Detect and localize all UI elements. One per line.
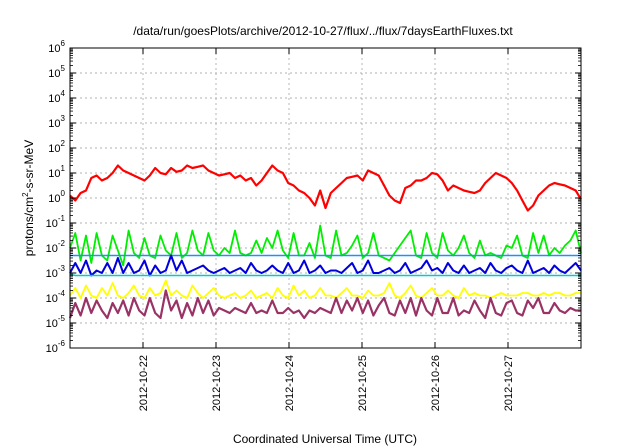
y-tick-exponent: -1 bbox=[58, 214, 66, 223]
y-tick-exponent: 0 bbox=[61, 189, 66, 198]
y-tick-label: 100 bbox=[48, 189, 65, 205]
y-tick-exponent: -3 bbox=[58, 264, 66, 273]
y-tick-base: 10 bbox=[46, 343, 58, 355]
chart-title: /data/run/goesPlots/archive/2012-10-27/f… bbox=[133, 24, 513, 38]
x-tick-label: 2012-10-22 bbox=[138, 355, 150, 411]
y-tick-label: 102 bbox=[48, 139, 65, 155]
x-tick-label: 2012-10-23 bbox=[211, 355, 223, 411]
y-tick-label: 103 bbox=[48, 114, 65, 130]
grid bbox=[70, 48, 581, 348]
y-axis-label-post: -s-sr-MeV bbox=[22, 140, 36, 193]
y-tick-label: 10-1 bbox=[46, 214, 66, 230]
series-line-5 bbox=[69, 273, 581, 277]
y-tick-exponent: 1 bbox=[61, 164, 66, 173]
y-tick-exponent: -5 bbox=[58, 314, 66, 323]
y-tick-label: 10-2 bbox=[46, 239, 66, 255]
y-tick-label: 10-3 bbox=[46, 264, 66, 280]
y-tick-label: 104 bbox=[48, 89, 65, 105]
y-tick-base: 10 bbox=[48, 193, 60, 205]
y-tick-base: 10 bbox=[48, 43, 60, 55]
x-axis-ticks: 2012-10-22 2012-10-23 2012-10-24 2012-10-25… bbox=[138, 48, 515, 411]
y-tick-label: 105 bbox=[48, 64, 65, 80]
y-tick-label: 10-4 bbox=[46, 289, 66, 305]
series-line-2 bbox=[69, 224, 582, 267]
y-tick-exponent: -6 bbox=[58, 339, 66, 348]
y-tick-exponent: -4 bbox=[58, 289, 66, 298]
y-tick-base: 10 bbox=[46, 318, 58, 330]
y-tick-exponent: 2 bbox=[61, 139, 66, 148]
y-tick-exponent: 4 bbox=[61, 89, 66, 98]
x-tick-label: 2012-10-26 bbox=[430, 355, 442, 411]
y-tick-base: 10 bbox=[46, 218, 58, 230]
y-tick-base: 10 bbox=[46, 293, 58, 305]
y-axis-label-pre: protons/cm bbox=[22, 197, 36, 256]
series-line-4 bbox=[69, 254, 582, 277]
series-line-1 bbox=[69, 164, 582, 212]
y-tick-base: 10 bbox=[46, 268, 58, 280]
y-axis-label: protons/cm2-s-sr-MeV bbox=[21, 140, 36, 256]
y-tick-base: 10 bbox=[48, 168, 60, 180]
y-tick-exponent: -2 bbox=[58, 239, 66, 248]
y-tick-base: 10 bbox=[48, 143, 60, 155]
y-tick-label: 10-5 bbox=[46, 314, 66, 330]
y-tick-label: 10-6 bbox=[46, 339, 66, 355]
y-tick-base: 10 bbox=[48, 118, 60, 130]
x-tick-label: 2012-10-27 bbox=[503, 355, 515, 411]
y-axis-ticks: 10610510410310210110010-110-210-310-410-… bbox=[46, 39, 581, 355]
y-tick-exponent: 3 bbox=[61, 114, 66, 123]
x-axis-label: Coordinated Universal Time (UTC) bbox=[233, 432, 417, 446]
x-tick-label: 2012-10-25 bbox=[357, 355, 369, 411]
y-tick-exponent: 5 bbox=[61, 64, 66, 73]
series-line-7 bbox=[68, 289, 581, 320]
y-tick-label: 106 bbox=[48, 39, 65, 55]
y-tick-base: 10 bbox=[46, 243, 58, 255]
series-line-6 bbox=[69, 279, 581, 299]
y-axis-label-sup: 2 bbox=[21, 192, 30, 197]
y-tick-base: 10 bbox=[48, 93, 60, 105]
y-tick-label: 101 bbox=[48, 164, 65, 180]
x-tick-label: 2012-10-24 bbox=[284, 355, 296, 411]
series-lines bbox=[68, 164, 582, 320]
y-tick-base: 10 bbox=[48, 68, 60, 80]
y-tick-exponent: 6 bbox=[61, 39, 66, 48]
